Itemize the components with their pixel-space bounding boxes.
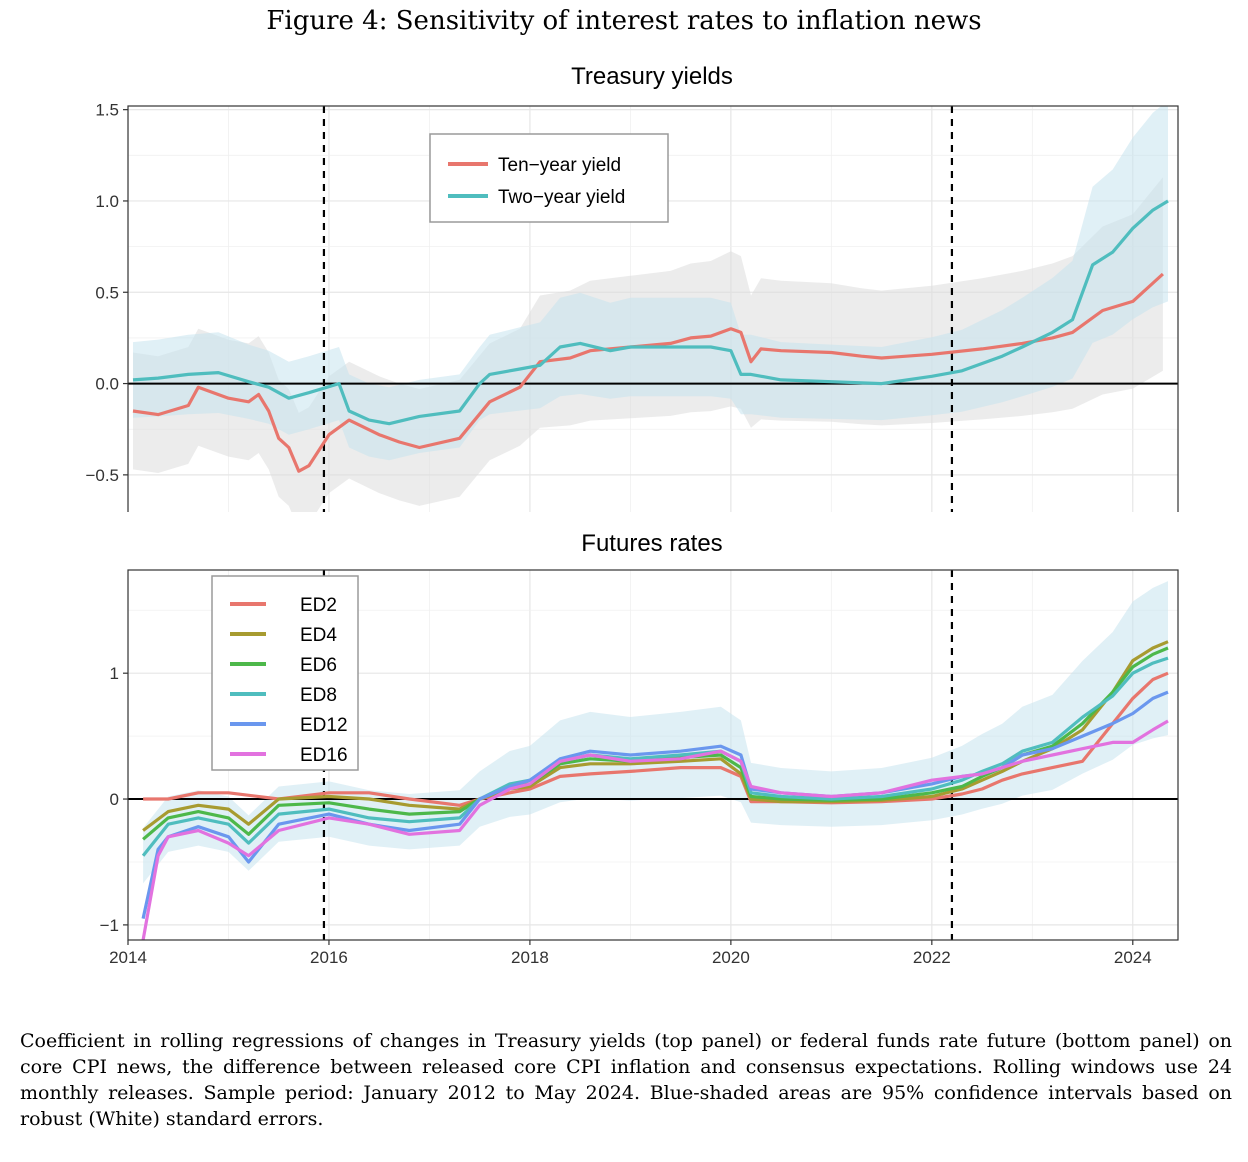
confidence-band (143, 581, 1169, 884)
confidence-bands (143, 581, 1169, 884)
treasury-yields-panel: Treasury yields201420162018202020222024−… (85, 63, 1179, 512)
series-line-ed16 (141, 719, 1169, 940)
series-line-ed12 (141, 690, 1169, 919)
legend-label-ed6: ED6 (300, 655, 337, 676)
y-tick-label: 0 (110, 790, 119, 809)
legend-label-ed12: ED12 (300, 715, 348, 736)
legend-box (211, 575, 359, 771)
series-line-ed2 (143, 671, 1169, 807)
series-lines (132, 199, 1169, 473)
legend-label-ed4: ED4 (300, 625, 337, 646)
confidence-band (133, 106, 1168, 461)
x-tick-label: 2018 (511, 948, 549, 967)
y-tick-label: 0.0 (95, 375, 119, 394)
series-lines (141, 640, 1169, 940)
figure-caption: Coefficient in rolling regressions of ch… (20, 1030, 1232, 1130)
y-tick-label: 0.5 (95, 283, 119, 302)
series-line-ten-year-yield (132, 272, 1164, 473)
panel-title: Treasury yields (571, 63, 733, 90)
plot-frame (127, 569, 1179, 941)
y-tick-label: 1.5 (95, 101, 119, 120)
legend-label-two-year-yield: Two−year yield (498, 187, 625, 208)
figure-title: Figure 4: Sensitivity of interest rates … (266, 6, 982, 36)
y-tick-label: −1 (100, 916, 119, 935)
y-tick-label: 1 (110, 664, 119, 683)
series-line-ed8 (141, 656, 1169, 857)
legend-label-ed2: ED2 (300, 595, 337, 616)
x-tick-label: 2022 (913, 948, 951, 967)
legend-box (429, 133, 669, 223)
x-tick-label: 2016 (310, 948, 348, 967)
futures-rates-panel: Futures rates 2014 2016 2018 2020 2022 2024 −1 0… (100, 530, 1179, 967)
x-tick-label: 2014 (109, 948, 147, 967)
legend-label-ten-year-yield: Ten−year yield (498, 155, 621, 176)
legend-label-ed8: ED8 (300, 685, 337, 706)
x-tick-label: 2020 (712, 948, 750, 967)
y-tick-label: 1.0 (95, 192, 119, 211)
plot-frame (127, 105, 1179, 512)
series-line-two-year-yield (132, 199, 1169, 426)
legend: ED2 ED4 ED6 ED8 ED12 ED16 (211, 575, 359, 771)
y-tick-label: −0.5 (85, 466, 119, 485)
legend-label-ed16: ED16 (300, 745, 348, 766)
legend: Ten−year yield Two−year yield (429, 133, 669, 223)
panel-title: Futures rates (581, 530, 722, 557)
x-tick-label: 2024 (1114, 948, 1152, 967)
series-line-ed4 (142, 640, 1169, 832)
